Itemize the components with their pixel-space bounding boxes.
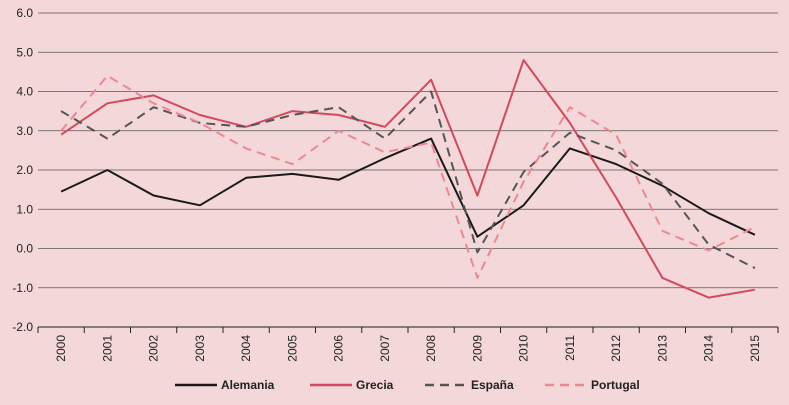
x-tick-label: 2014 bbox=[702, 335, 716, 362]
x-tick-label: 2006 bbox=[332, 335, 346, 362]
legend-label-portugal: Portugal bbox=[591, 378, 640, 392]
x-tick-label: 2010 bbox=[517, 335, 531, 362]
x-tick-label: 2011 bbox=[563, 335, 577, 361]
x-tick-label: 2005 bbox=[285, 335, 299, 362]
legend-label-alemania: Alemania bbox=[221, 378, 275, 392]
series-line-alemania bbox=[60, 137, 756, 238]
x-tick-label: 2007 bbox=[378, 335, 392, 362]
legend: Alemania Grecia España Portugal bbox=[175, 378, 640, 392]
y-tick-label: 4.0 bbox=[16, 85, 33, 99]
x-tick-label: 2015 bbox=[748, 335, 762, 362]
y-tick-label: 6.0 bbox=[16, 6, 33, 20]
y-tick-label: 3.0 bbox=[16, 124, 33, 138]
legend-label-grecia: Grecia bbox=[356, 378, 394, 392]
y-tick-label: 2.0 bbox=[16, 163, 33, 177]
x-tick-label: 2009 bbox=[470, 335, 484, 362]
series-line-grecia bbox=[60, 59, 756, 299]
series-lines bbox=[60, 59, 756, 299]
y-tick-label: 5.0 bbox=[16, 45, 33, 59]
x-tick-label: 2012 bbox=[609, 335, 623, 362]
y-tick-label: 0.0 bbox=[16, 242, 33, 256]
x-tick-label: 2003 bbox=[193, 335, 207, 362]
grid-lines bbox=[38, 12, 778, 328]
x-axis: 2000 2001 2002 2003 2004 2005 2006 2007 2008 2009… bbox=[37, 326, 779, 362]
x-tick-label: 2002 bbox=[147, 335, 161, 362]
y-axis-ticks: -2.0 -1.0 0.0 1.0 2.0 3.0 4.0 5.0 6.0 bbox=[12, 6, 33, 334]
x-tick-label: 2000 bbox=[54, 335, 68, 362]
y-tick-label: -2.0 bbox=[12, 320, 33, 334]
y-tick-label: 1.0 bbox=[16, 202, 33, 216]
y-tick-label: -1.0 bbox=[12, 281, 33, 295]
x-tick-label: 2008 bbox=[424, 335, 438, 362]
series-line-portugal bbox=[60, 74, 756, 279]
x-tick-label: 2013 bbox=[655, 335, 669, 362]
x-tick-label: 2004 bbox=[239, 335, 253, 362]
legend-label-españa: España bbox=[471, 378, 514, 392]
x-tick-label: 2001 bbox=[100, 335, 114, 362]
